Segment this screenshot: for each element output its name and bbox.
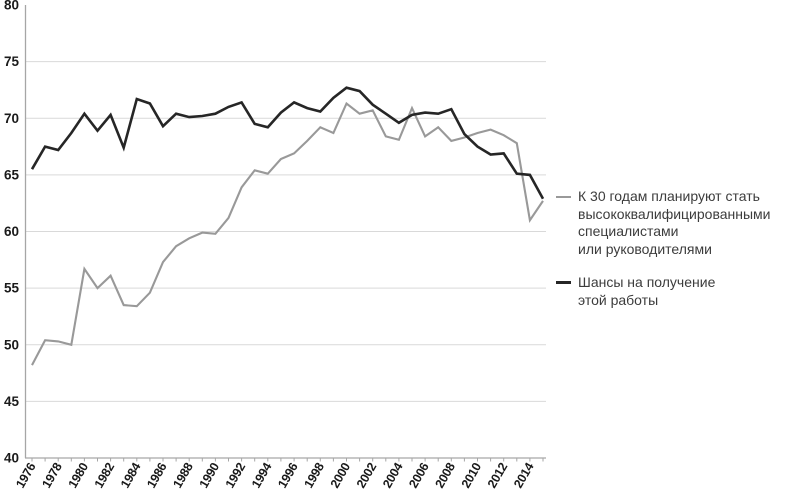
x-tick-label: 1986 (144, 460, 170, 490)
y-tick-label: 70 (4, 111, 19, 126)
x-tick-label: 2002 (354, 460, 380, 490)
y-tick-label: 55 (4, 281, 20, 296)
legend-label-plan: К 30 годам планируют стать высококвалифи… (578, 188, 770, 258)
x-tick-label: 1998 (301, 460, 327, 490)
y-tick-label: 50 (4, 337, 19, 352)
legend-label-line: К 30 годам планируют стать (578, 188, 760, 204)
legend-item-chance: Шансы на получение этой работы (556, 274, 790, 309)
x-tick-label: 2010 (459, 460, 485, 490)
legend-label-chance: Шансы на получение этой работы (578, 274, 715, 309)
x-tick-label: 2004 (380, 460, 406, 490)
x-tick-label: 1990 (197, 460, 223, 490)
x-tick-label: 1992 (223, 460, 249, 490)
legend-label-line: высококвалифицированными (578, 205, 771, 222)
legend-marker-chance-line (556, 281, 571, 285)
legend-marker-plan-line (556, 196, 571, 198)
x-tick-label: 2014 (511, 460, 537, 490)
y-tick-label: 80 (4, 0, 19, 13)
x-tick-label: 1994 (249, 460, 275, 490)
legend-label-line: Шансы на получение (578, 274, 716, 291)
series-line-chance (30, 86, 545, 200)
x-tick-label: 1988 (170, 460, 196, 490)
legend-label-line: или руководителями (578, 240, 712, 257)
legend-item-plan: К 30 годам планируют стать высококвалифи… (556, 188, 790, 258)
x-tick-label: 2000 (328, 460, 354, 490)
y-tick-label: 40 (4, 451, 19, 466)
legend: К 30 годам планируют стать высококвалифи… (556, 188, 790, 326)
x-tick-label: 1996 (275, 460, 301, 490)
x-tick-label: 2006 (406, 460, 432, 490)
legend-label-line: этой работы (578, 291, 659, 308)
x-tick-label: 1980 (66, 460, 92, 490)
x-tick-label: 2012 (485, 460, 511, 490)
y-tick-label: 60 (4, 224, 19, 239)
x-tick-label: 1978 (39, 460, 65, 490)
x-tick-label: 2008 (432, 460, 458, 490)
series-line-plan (31, 101, 544, 366)
x-tick-label: 1982 (92, 460, 118, 490)
y-tick-label: 75 (4, 54, 20, 69)
y-tick-label: 45 (4, 394, 20, 409)
y-tick-label: 65 (4, 167, 20, 182)
x-tick-label: 1984 (118, 460, 144, 490)
legend-label-line: специалистами (578, 223, 679, 240)
